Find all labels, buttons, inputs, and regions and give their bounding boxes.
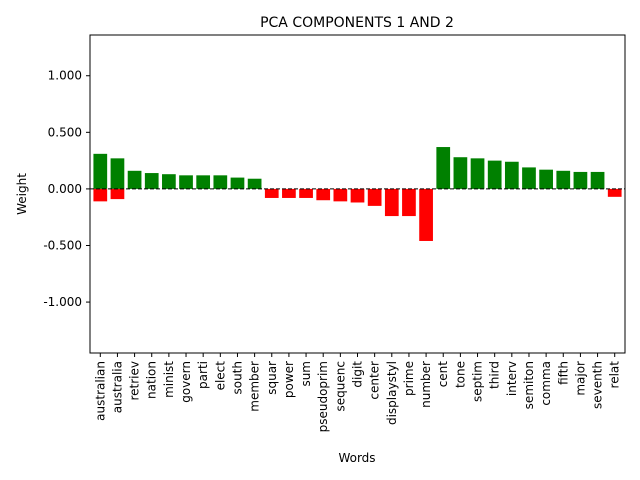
x-tick-label-number: number xyxy=(419,361,433,408)
chart-title: PCA COMPONENTS 1 AND 2 xyxy=(260,15,454,31)
x-tick-label-power: power xyxy=(282,361,296,398)
bar-tone-positive xyxy=(453,157,468,189)
x-tick-label-squar: squar xyxy=(265,361,279,395)
x-tick-label-pseudoprim: pseudoprim xyxy=(316,361,330,432)
bar-comma-positive xyxy=(539,169,553,189)
y-tick-label: -1.000 xyxy=(43,295,82,309)
bar-center-negative xyxy=(367,188,382,206)
bar-govern-positive xyxy=(179,175,193,189)
x-tick-label-relat: relat xyxy=(608,361,622,389)
x-tick-label-septim: septim xyxy=(471,361,485,402)
bar-cent-positive xyxy=(436,147,451,189)
x-tick-label-elect: elect xyxy=(213,361,227,391)
y-tick-label: 0.000 xyxy=(48,182,82,196)
bar-major-positive xyxy=(573,171,588,189)
x-tick-label-retriev: retriev xyxy=(128,361,142,401)
x-tick-label-parti: parti xyxy=(196,361,210,389)
x-tick-label-sequenc: sequenc xyxy=(333,361,347,411)
x-tick-label-australian: australian xyxy=(93,361,107,421)
x-axis-ticks: australian australia retriev nation minist go… xyxy=(93,353,622,432)
x-tick-label-member: member xyxy=(248,361,262,412)
x-tick-label-interv: interv xyxy=(505,361,519,396)
bar-minist-positive xyxy=(162,174,176,189)
bar-parti-positive xyxy=(196,175,211,189)
bar-squar-negative xyxy=(264,188,279,198)
x-tick-label-minist: minist xyxy=(162,361,176,398)
bar-australia-negative xyxy=(110,188,125,200)
bar-australia-positive xyxy=(110,158,125,189)
bar-sequenc-negative xyxy=(333,188,348,202)
y-axis-title: Weight xyxy=(15,173,29,215)
x-tick-label-major: major xyxy=(573,361,587,396)
bar-south-positive xyxy=(230,177,245,189)
bar-member-positive xyxy=(247,178,262,189)
x-tick-label-australia: australia xyxy=(110,361,124,413)
bar-number-negative xyxy=(419,188,433,241)
x-tick-label-cent: cent xyxy=(436,361,450,388)
x-tick-label-sum: sum xyxy=(299,361,313,387)
bar-interv-positive xyxy=(504,161,519,189)
bar-australian-positive xyxy=(93,153,108,189)
x-tick-label-south: south xyxy=(230,361,244,395)
bar-elect-positive xyxy=(213,175,228,189)
x-tick-label-digit: digit xyxy=(351,361,365,388)
bar-third-positive xyxy=(487,160,502,189)
bar-digit-negative xyxy=(350,188,365,203)
y-tick-label: 1.000 xyxy=(48,69,82,83)
bar-power-negative xyxy=(282,188,296,198)
bar-australian-negative xyxy=(93,188,108,202)
x-tick-label-fifth: fifth xyxy=(556,361,570,385)
y-tick-label: -0.500 xyxy=(43,238,82,252)
bar-prime-negative xyxy=(402,188,416,217)
x-tick-label-third: third xyxy=(488,361,502,389)
x-tick-label-prime: prime xyxy=(402,361,416,396)
bars-group xyxy=(93,147,622,241)
x-tick-label-center: center xyxy=(368,361,382,400)
x-tick-label-displaystyl: displaystyl xyxy=(385,361,399,425)
x-tick-label-seventh: seventh xyxy=(591,361,605,409)
bar-septim-positive xyxy=(470,158,485,189)
bar-pseudoprim-negative xyxy=(316,188,331,201)
bar-seventh-positive xyxy=(590,171,605,189)
bar-retriev-positive xyxy=(127,170,142,189)
bar-sum-negative xyxy=(299,188,313,198)
x-tick-label-comma: comma xyxy=(539,361,553,406)
bar-nation-positive xyxy=(144,173,159,189)
bar-semiton-positive xyxy=(522,167,536,189)
bar-relat-negative xyxy=(607,188,622,197)
y-tick-label: 0.500 xyxy=(48,125,82,139)
bar-displaystyl-negative xyxy=(384,188,399,217)
bar-fifth-positive xyxy=(556,170,571,189)
x-tick-label-semiton: semiton xyxy=(522,361,536,409)
y-axis-ticks: -1.000 -0.500 0.000 0.500 1.000 xyxy=(43,69,90,309)
x-tick-label-tone: tone xyxy=(453,361,467,388)
x-tick-label-nation: nation xyxy=(145,361,159,399)
x-axis-title: Words xyxy=(338,451,375,465)
x-tick-label-govern: govern xyxy=(179,361,193,403)
